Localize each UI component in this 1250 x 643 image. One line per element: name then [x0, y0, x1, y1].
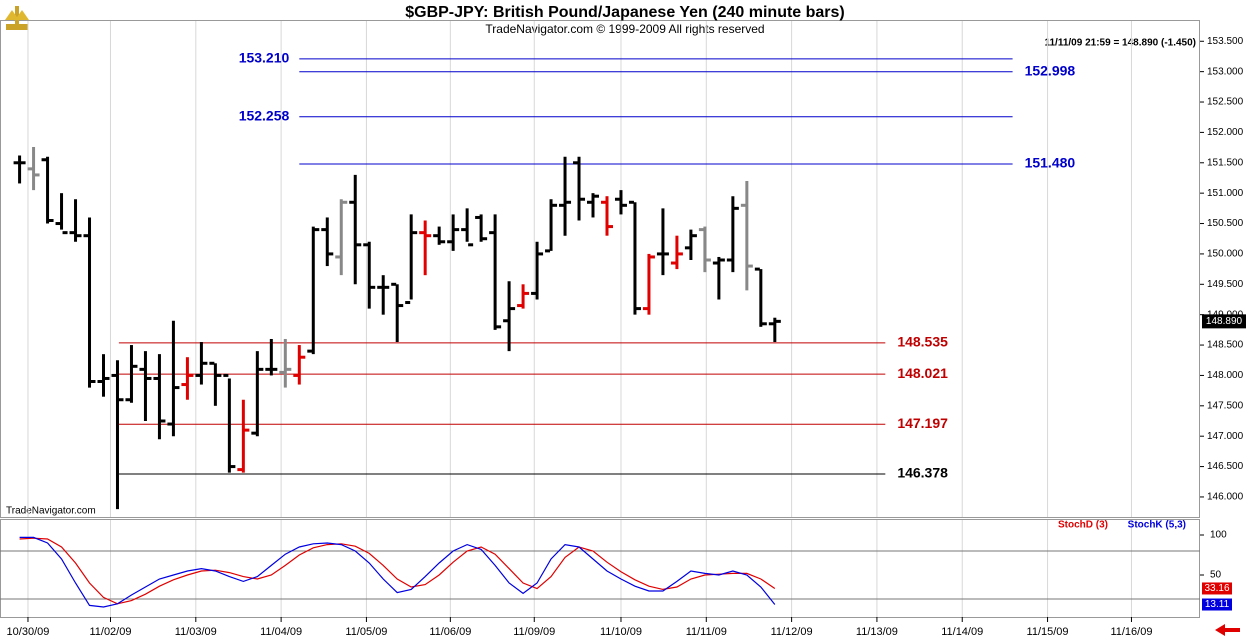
- y-tick-label: 150.500: [1207, 218, 1244, 229]
- x-tick-label: 11/06/09: [429, 626, 471, 638]
- level-label: 147.197: [897, 415, 948, 431]
- last-price-label: 148.890: [1206, 316, 1243, 327]
- level-label: 151.480: [1025, 155, 1076, 171]
- level-label: 152.998: [1025, 62, 1076, 78]
- x-tick-label: 11/03/09: [175, 626, 217, 638]
- x-tick-label: 11/12/09: [771, 626, 813, 638]
- last-value-box: [1202, 598, 1232, 611]
- last-value-label: 33.16: [1204, 583, 1229, 594]
- y-tick-label: 153.500: [1207, 36, 1244, 47]
- chart-subtitle: TradeNavigator.com © 1999-2009 All right…: [485, 22, 764, 36]
- x-tick-label: 11/04/09: [260, 626, 302, 638]
- level-label: 146.378: [897, 465, 948, 481]
- y-tick-label: 148.000: [1207, 370, 1244, 381]
- y-tick-label: 152.500: [1207, 97, 1244, 108]
- y-tick-label: 151.000: [1207, 188, 1244, 199]
- level-label: 148.021: [897, 365, 948, 381]
- scroll-arrow[interactable]: [1215, 624, 1240, 636]
- level-label: 153.210: [239, 50, 290, 66]
- x-tick-label: 11/14/09: [941, 626, 983, 638]
- watermark: TradeNavigator.com: [6, 506, 96, 517]
- x-tick-label: 10/30/09: [7, 626, 50, 638]
- quote-info: 11/11/09 21:59 = 148.890 (-1.450): [1044, 38, 1196, 49]
- y-tick-label: 149.500: [1207, 279, 1244, 290]
- x-tick-label: 11/16/09: [1110, 626, 1152, 638]
- price-panel: [0, 20, 1200, 518]
- y-tick-label: 146.000: [1207, 492, 1244, 503]
- logo: [5, 6, 29, 30]
- level-label: 152.258: [239, 107, 290, 123]
- level-label: 148.535: [897, 334, 948, 350]
- last-value-label: 13.11: [1205, 599, 1230, 610]
- indicator-panel: [0, 519, 1200, 618]
- chart-title: $GBP-JPY: British Pound/Japanese Yen (24…: [405, 4, 845, 21]
- x-tick-label: 11/13/09: [856, 626, 898, 638]
- y-tick-label: 100: [1210, 530, 1227, 541]
- x-tick-label: 11/15/09: [1027, 626, 1069, 638]
- y-tick-label: 151.500: [1207, 157, 1244, 168]
- y-tick-label: 152.000: [1207, 127, 1244, 138]
- y-tick-label: 147.000: [1207, 431, 1244, 442]
- y-tick-label: 50: [1210, 570, 1222, 581]
- y-tick-label: 153.000: [1207, 66, 1244, 77]
- y-tick-label: 146.500: [1207, 461, 1244, 472]
- legend-entry: StochD (3): [1058, 520, 1108, 531]
- x-tick-label: 11/05/09: [345, 626, 387, 638]
- last-price-box: [1202, 314, 1246, 329]
- x-tick-label: 11/02/09: [89, 626, 131, 638]
- legend-entry: StochK (5,3): [1128, 520, 1186, 531]
- x-tick-label: 11/09/09: [513, 626, 555, 638]
- x-tick-label: 11/10/09: [600, 626, 642, 638]
- last-value-box: [1202, 582, 1232, 595]
- stoch-line: [19, 537, 776, 605]
- y-tick-label: 147.500: [1207, 400, 1244, 411]
- y-tick-label: 150.000: [1207, 249, 1244, 260]
- stoch-line: [19, 536, 776, 608]
- y-tick-label: 148.500: [1207, 340, 1244, 351]
- x-tick-label: 11/11/09: [686, 626, 727, 638]
